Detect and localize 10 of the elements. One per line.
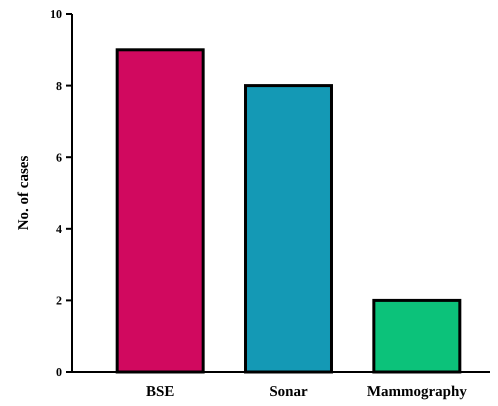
y-tick-label: 4 [56, 222, 62, 236]
y-tick-label: 2 [56, 294, 62, 308]
x-tick-label: Sonar [269, 384, 308, 400]
y-tick-label: 0 [56, 365, 62, 380]
y-tick-label: 6 [56, 150, 62, 164]
x-tick-label: BSE [146, 384, 174, 400]
y-tick-label: 8 [56, 78, 62, 93]
y-axis-title: No. of cases [16, 156, 32, 230]
x-tick-label: Mammography [366, 384, 468, 400]
y-tick-label: 10 [50, 7, 62, 22]
